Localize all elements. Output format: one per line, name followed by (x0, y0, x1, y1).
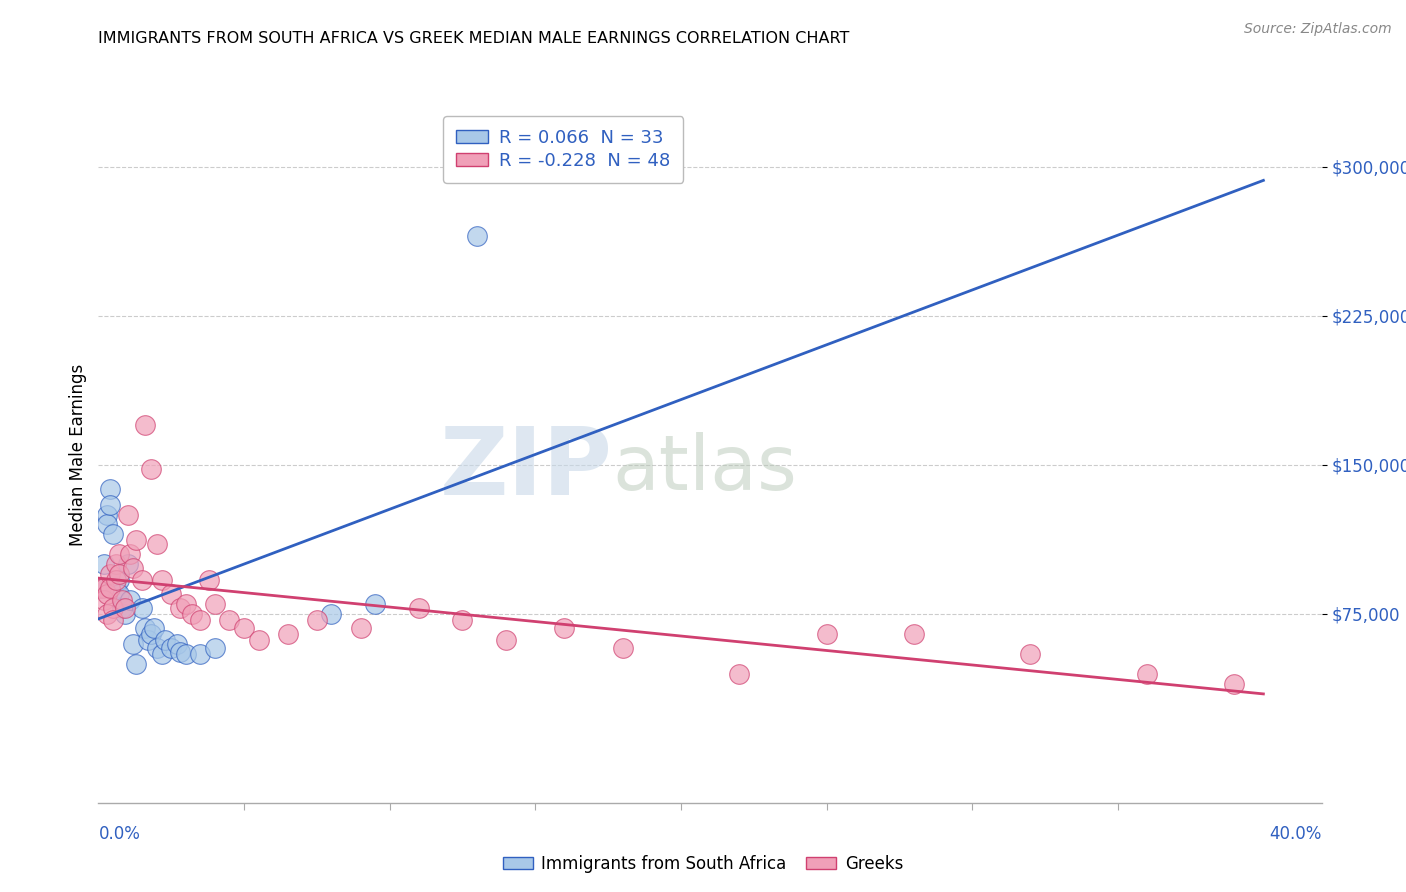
Point (903, 627, 925, 641)
Legend: Immigrants from South Africa, Greeks: Immigrants from South Africa, Greeks (496, 848, 910, 880)
Point (174, 597, 197, 611)
Point (122, 561, 145, 575)
Point (101, 527, 124, 541)
Point (612, 640, 634, 655)
Text: IMMIGRANTS FROM SOUTH AFRICA VS GREEK MEDIAN MALE EARNINGS CORRELATION CHART: IMMIGRANTS FROM SOUTH AFRICA VS GREEK ME… (98, 31, 849, 46)
Point (321, 607, 343, 621)
Point (728, 666, 751, 681)
Point (120, 593, 142, 607)
Point (134, 418, 156, 433)
Point (1223, 676, 1246, 690)
Point (233, 621, 256, 635)
Point (247, 632, 270, 647)
Text: atlas: atlas (612, 432, 797, 506)
Point (96, 517, 118, 532)
Point (120, 547, 142, 561)
Point (188, 647, 212, 661)
Point (96, 587, 118, 601)
Point (152, 647, 174, 661)
Point (169, 645, 191, 659)
Text: Source: ZipAtlas.com: Source: ZipAtlas.com (1244, 22, 1392, 37)
Point (125, 533, 148, 548)
Text: 0.0%: 0.0% (98, 825, 141, 843)
Point (117, 508, 139, 522)
Point (114, 601, 136, 615)
Point (98, 498, 121, 512)
Point (114, 607, 136, 621)
Point (152, 573, 174, 587)
Point (108, 573, 131, 587)
Point (104, 558, 127, 572)
Y-axis label: Median Male Earnings: Median Male Earnings (69, 364, 87, 546)
Point (155, 632, 177, 647)
Point (451, 613, 474, 627)
Point (277, 627, 299, 641)
Point (553, 621, 575, 635)
Point (204, 597, 226, 611)
Legend: R = 0.066  N = 33, R = -0.228  N = 48: R = 0.066 N = 33, R = -0.228 N = 48 (443, 116, 683, 183)
Point (305, 613, 328, 627)
Point (125, 657, 148, 671)
Point (108, 567, 131, 582)
Point (93, 593, 115, 607)
Point (111, 601, 134, 615)
Point (180, 607, 202, 621)
Point (1136, 666, 1159, 681)
Point (145, 537, 167, 551)
Point (198, 573, 221, 587)
Point (139, 462, 162, 476)
Point (96, 508, 118, 522)
Point (139, 627, 162, 641)
Point (166, 637, 188, 651)
Point (218, 613, 240, 627)
Point (131, 573, 153, 587)
Point (90, 581, 112, 595)
Point (96, 607, 118, 621)
Point (101, 613, 124, 627)
Point (93, 558, 115, 572)
Point (104, 573, 127, 587)
Point (111, 593, 134, 607)
Point (90, 581, 112, 595)
Point (93, 581, 115, 595)
Point (98, 482, 121, 496)
Point (160, 640, 183, 655)
Point (117, 558, 139, 572)
Point (408, 601, 430, 615)
Point (169, 601, 191, 615)
Text: ZIP: ZIP (439, 423, 612, 515)
Point (122, 637, 145, 651)
Point (98, 567, 121, 582)
Point (108, 547, 131, 561)
Point (495, 632, 517, 647)
Point (104, 581, 127, 595)
Point (131, 601, 153, 615)
Point (101, 601, 124, 615)
Point (349, 621, 371, 635)
Point (134, 621, 156, 635)
Point (174, 647, 197, 661)
Point (465, 229, 488, 244)
Point (364, 597, 387, 611)
Point (108, 587, 131, 601)
Text: 40.0%: 40.0% (1270, 825, 1322, 843)
Point (815, 627, 838, 641)
Point (136, 632, 159, 647)
Point (142, 621, 165, 635)
Point (145, 640, 167, 655)
Point (160, 587, 183, 601)
Point (188, 613, 212, 627)
Point (98, 581, 121, 595)
Point (1019, 647, 1042, 661)
Point (204, 640, 226, 655)
